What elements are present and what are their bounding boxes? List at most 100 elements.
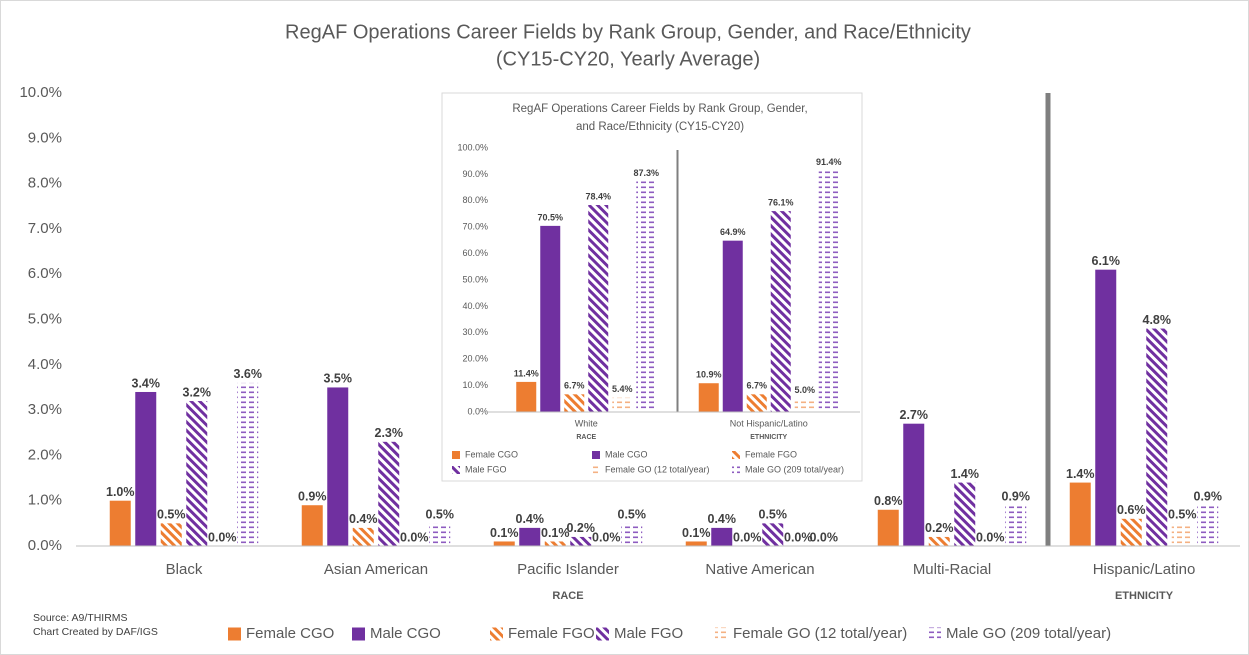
value-label: 5.4% — [612, 384, 633, 394]
legend-swatch — [228, 627, 241, 641]
value-label: 1.0% — [106, 485, 135, 499]
value-label: 0.0% — [733, 530, 762, 544]
value-label: 0.5% — [157, 508, 186, 522]
legend-swatch — [732, 451, 740, 459]
bar — [794, 398, 815, 412]
bar — [612, 397, 633, 412]
value-label: 0.4% — [708, 512, 737, 526]
legend-swatch — [715, 627, 728, 641]
bar — [685, 541, 707, 546]
bar — [1095, 269, 1117, 546]
bar — [352, 527, 374, 546]
value-label: 70.5% — [537, 212, 563, 222]
y-tick-label: 10.0% — [19, 84, 62, 101]
legend-swatch — [592, 451, 600, 459]
legend-label: Female CGO — [465, 449, 518, 459]
bar — [544, 541, 566, 546]
value-label: 0.0% — [400, 530, 429, 544]
y-tick-label: 10.0% — [462, 380, 488, 390]
legend-swatch — [490, 627, 503, 641]
bar — [698, 383, 719, 412]
value-label: 1.4% — [1066, 467, 1095, 481]
bar — [1005, 505, 1027, 546]
bar — [564, 394, 585, 412]
bar — [928, 536, 950, 546]
legend-label: Male GO (209 total/year) — [745, 464, 844, 474]
chart-title: (CY15-CY20, Yearly Average) — [496, 48, 760, 70]
x-tick-label: Multi-Racial — [913, 561, 991, 578]
group-label: ETHNICITY — [1115, 590, 1174, 602]
value-label: 0.0% — [810, 530, 839, 544]
value-label: 3.6% — [234, 367, 263, 381]
value-label: 6.7% — [564, 381, 585, 391]
bar — [519, 527, 541, 546]
bar — [877, 509, 899, 546]
bar — [301, 505, 323, 546]
bar — [160, 523, 182, 546]
value-label: 0.1% — [541, 526, 570, 540]
x-tick-label: Pacific Islander — [517, 561, 619, 578]
y-tick-label: 20.0% — [462, 354, 488, 364]
value-label: 0.2% — [925, 521, 954, 535]
legend-swatch — [596, 627, 609, 641]
bar — [588, 205, 609, 412]
y-tick-label: 70.0% — [462, 222, 488, 232]
value-label: 3.5% — [324, 372, 353, 386]
legend-label: Male FGO — [465, 464, 507, 474]
bar — [636, 181, 657, 412]
bar — [493, 541, 515, 546]
bar — [1171, 523, 1193, 546]
value-label: 0.1% — [490, 526, 519, 540]
value-label: 0.9% — [1194, 490, 1223, 504]
y-tick-label: 1.0% — [28, 492, 62, 509]
y-tick-label: 7.0% — [28, 220, 62, 237]
value-label: 6.7% — [746, 381, 767, 391]
bar — [1069, 482, 1091, 546]
bar — [570, 536, 592, 546]
value-label: 78.4% — [585, 191, 611, 201]
bar — [237, 382, 259, 546]
value-label: 87.3% — [633, 168, 659, 178]
x-tick-label: Native American — [705, 561, 814, 578]
value-label: 0.0% — [592, 530, 621, 544]
legend-swatch — [452, 451, 460, 459]
value-label: 91.4% — [816, 157, 842, 167]
group-label: RACE — [552, 590, 583, 602]
bar — [770, 211, 791, 412]
legend-swatch — [732, 466, 740, 474]
bar — [746, 394, 767, 412]
legend-label: Female GO (12 total/year) — [605, 464, 710, 474]
value-label: 0.1% — [682, 526, 711, 540]
bar — [903, 423, 925, 546]
y-tick-label: 90.0% — [462, 169, 488, 179]
legend-label: Male GO (209 total/year) — [946, 625, 1111, 642]
value-label: 0.5% — [618, 508, 647, 522]
bar — [327, 387, 349, 546]
source-note: Source: A9/THIRMS — [33, 612, 128, 624]
legend-swatch — [352, 627, 365, 641]
bar — [109, 500, 131, 546]
y-tick-label: 3.0% — [28, 401, 62, 418]
value-label: 2.7% — [900, 408, 929, 422]
value-label: 0.4% — [349, 512, 378, 526]
y-tick-label: 2.0% — [28, 446, 62, 463]
bar — [186, 401, 208, 546]
y-tick-label: 60.0% — [462, 248, 488, 258]
y-tick-label: 30.0% — [462, 327, 488, 337]
bar — [954, 482, 976, 546]
value-label: 0.0% — [784, 530, 813, 544]
value-label: 0.5% — [426, 508, 455, 522]
group-label: ETHNICITY — [750, 434, 787, 441]
bar — [818, 170, 839, 412]
bar — [1120, 518, 1142, 546]
bar — [540, 225, 561, 412]
value-label: 0.0% — [976, 530, 1005, 544]
legend-label: Female FGO — [745, 449, 797, 459]
legend-label: Female CGO — [246, 625, 334, 642]
y-tick-label: 4.0% — [28, 356, 62, 373]
bar — [135, 391, 157, 546]
legend-label: Male FGO — [614, 625, 683, 642]
value-label: 0.6% — [1117, 503, 1146, 517]
y-tick-label: 40.0% — [462, 301, 488, 311]
bar — [429, 523, 451, 546]
